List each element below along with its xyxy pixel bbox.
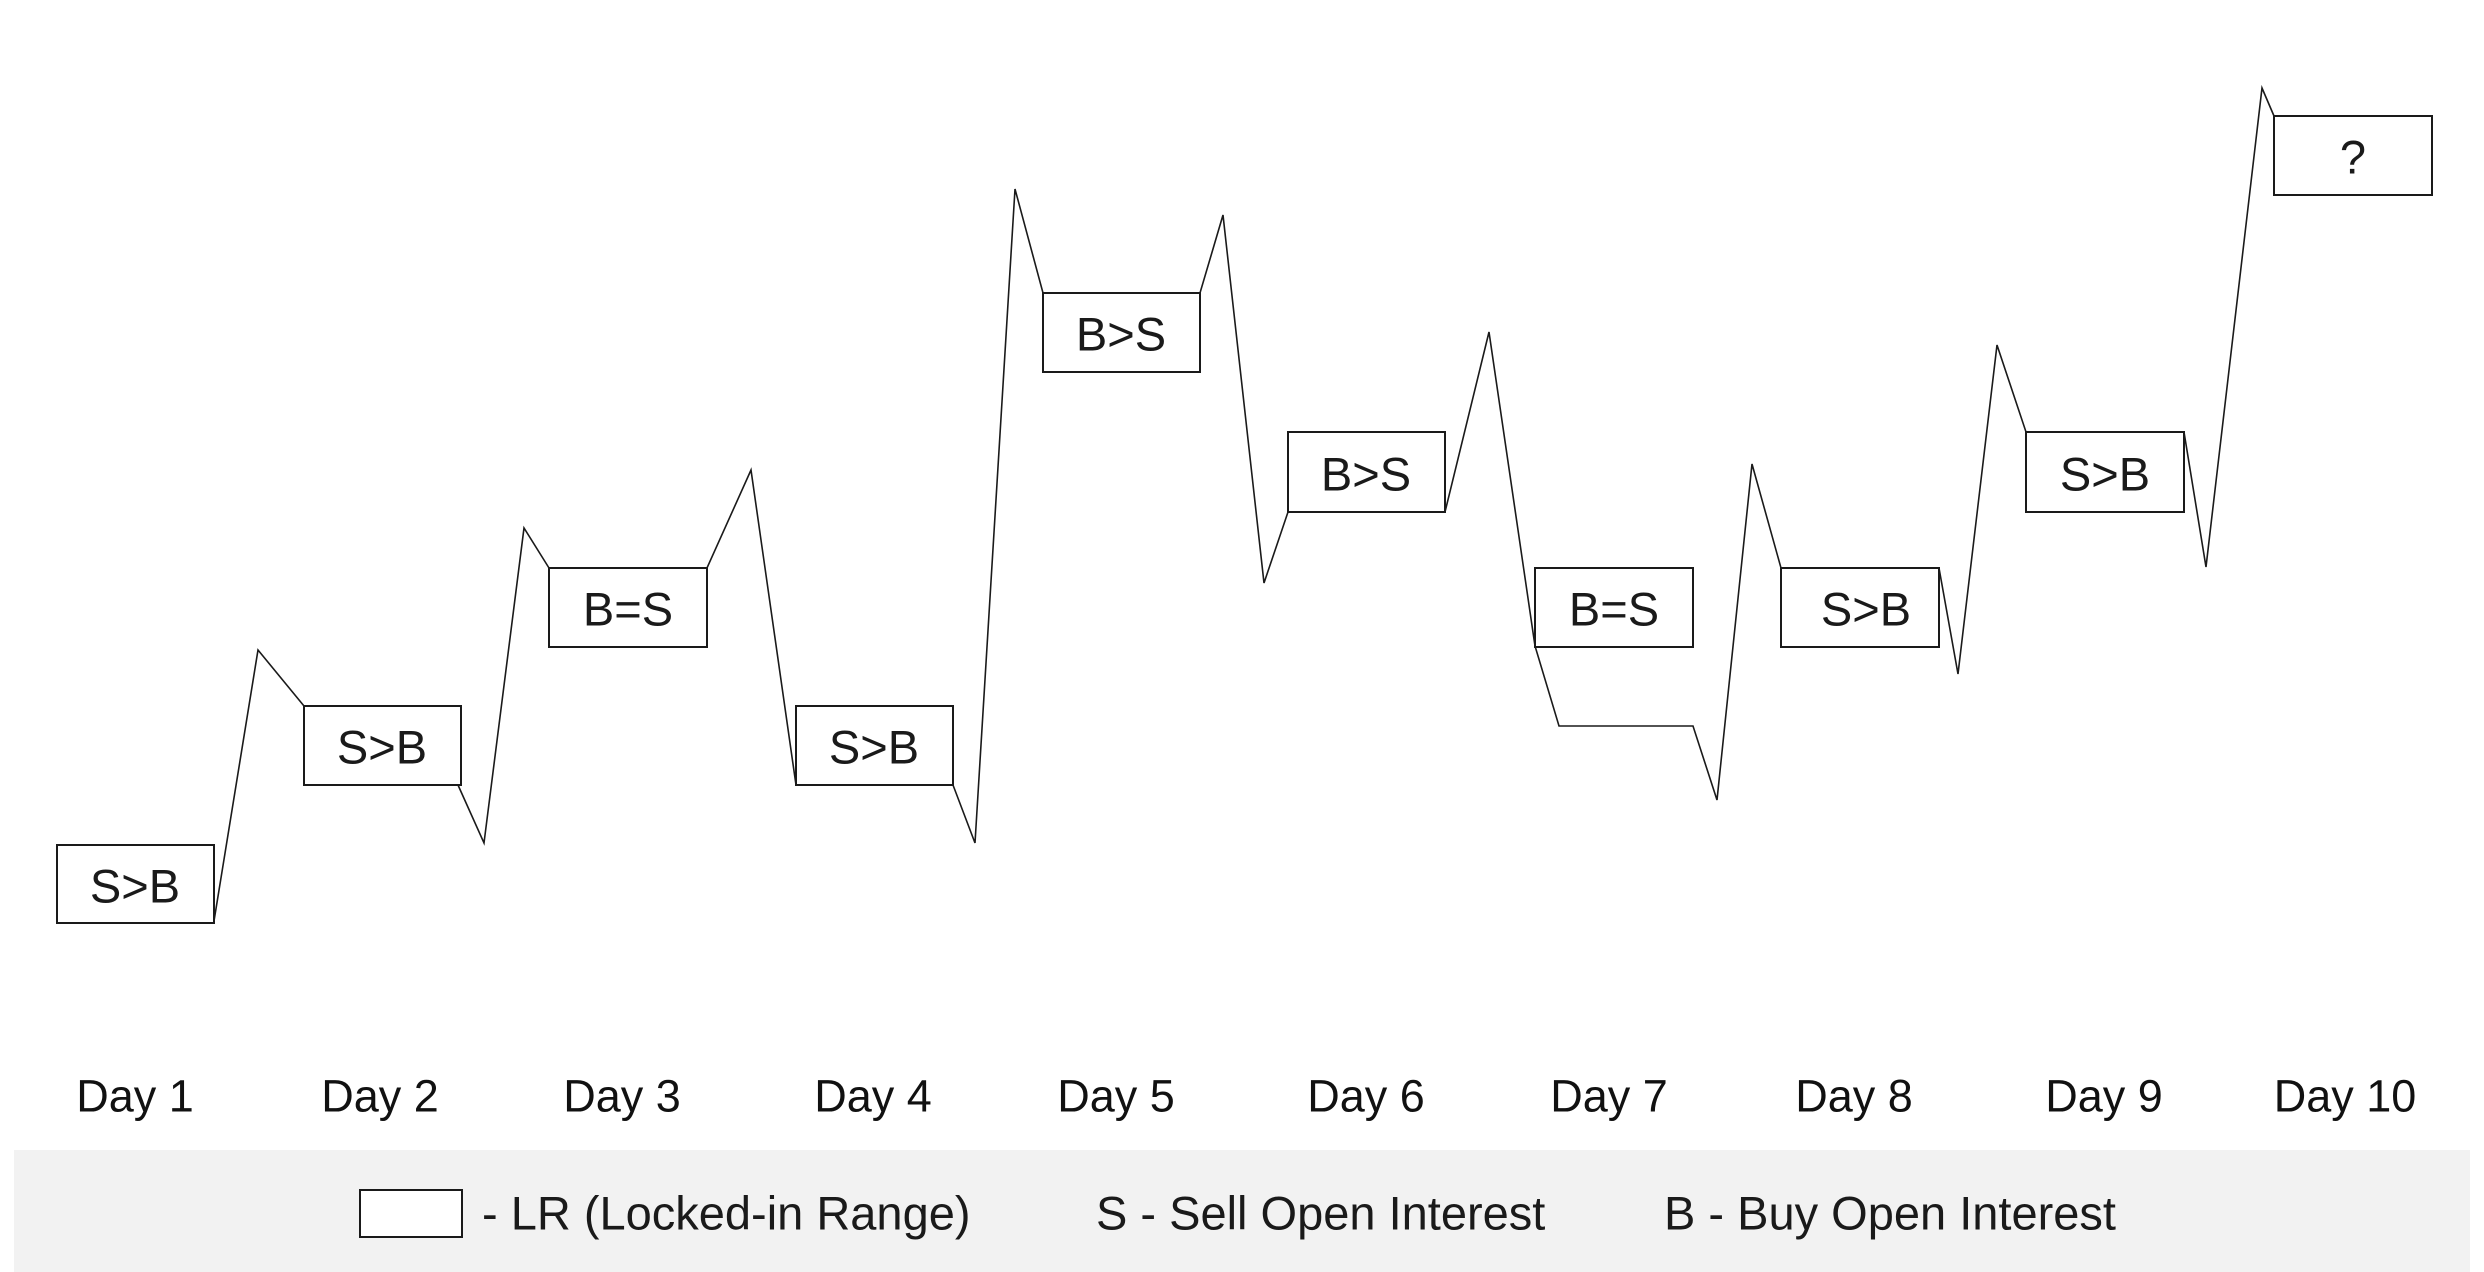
range-box-day-8: S>B [1780, 567, 1940, 648]
day-label: Day 4 [814, 1071, 932, 1122]
range-box-label: S>B [2060, 448, 2150, 501]
range-box-label: B>S [1076, 308, 1166, 361]
day-label: Day 10 [2274, 1071, 2417, 1122]
range-box-label: S>B [90, 860, 180, 913]
day-label: Day 5 [1057, 1071, 1175, 1122]
day-axis-labels: Day 1 Day 2 Day 3 Day 4 Day 5 Day 6 Day … [76, 1071, 2416, 1122]
range-box-day-3: B=S [548, 567, 708, 648]
range-box-label: B=S [1569, 583, 1659, 636]
day-label: Day 7 [1550, 1071, 1668, 1122]
day-label: Day 8 [1795, 1071, 1913, 1122]
range-box-label: ? [2340, 131, 2366, 184]
range-box-day-4: S>B [795, 705, 954, 786]
legend-range-box-swatch [359, 1189, 463, 1238]
day-label: Day 9 [2045, 1071, 2163, 1122]
range-box-label: S>B [829, 721, 919, 774]
range-box-label: B>S [1321, 448, 1411, 501]
range-box-label: S>B [337, 721, 427, 774]
range-box-label: B=S [583, 583, 673, 636]
range-box-day-9: S>B [2025, 431, 2185, 513]
day-label: Day 1 [76, 1071, 194, 1122]
legend-range-text: - LR (Locked-in Range) [482, 1187, 971, 1240]
legend-buy-text: B - Buy Open Interest [1664, 1187, 2116, 1240]
price-path [213, 84, 2275, 922]
range-box-day-6: B>S [1287, 431, 1446, 513]
legend-sell-text: S - Sell Open Interest [1096, 1187, 1545, 1240]
day-label: Day 3 [563, 1071, 681, 1122]
day-label: Day 2 [321, 1071, 439, 1122]
range-box-day-1: S>B [56, 844, 215, 924]
range-box-day-2: S>B [303, 705, 462, 786]
range-box-day-10: ? [2273, 115, 2433, 196]
range-box-label: S>B [1821, 583, 1911, 636]
range-box-day-5: B>S [1042, 292, 1201, 373]
legend: - LR (Locked-in Range) S - Sell Open Int… [14, 1150, 2470, 1272]
range-box-day-7: B=S [1534, 567, 1694, 648]
day-label: Day 6 [1307, 1071, 1425, 1122]
